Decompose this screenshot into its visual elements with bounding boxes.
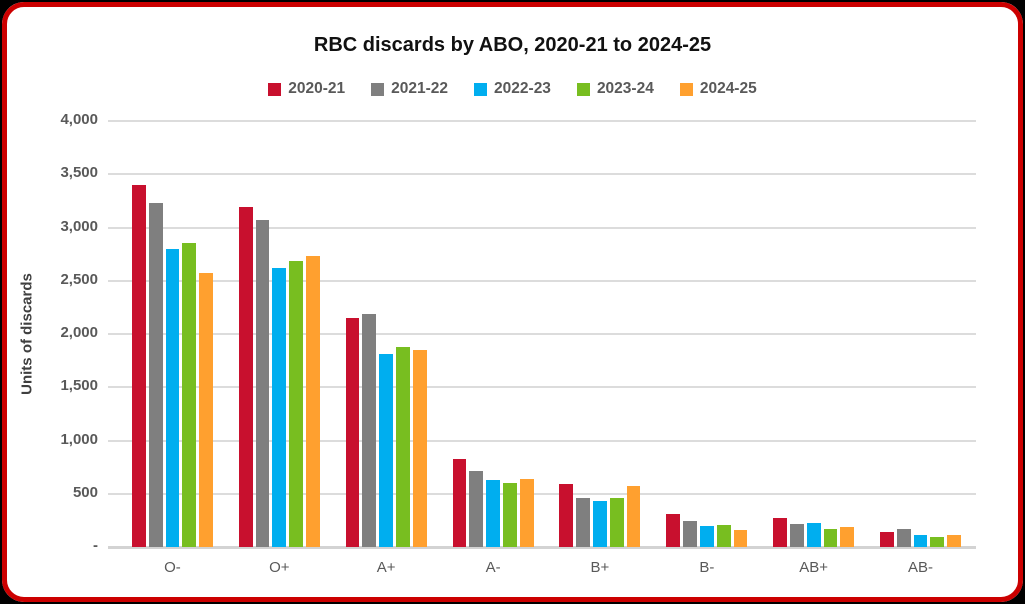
gridline-2500	[108, 279, 976, 282]
bar-group-A+	[333, 121, 440, 547]
bar-2022-23-O+	[272, 267, 287, 547]
bar-2023-24-AB+	[823, 528, 838, 547]
bar-group-O+	[226, 121, 333, 547]
bar-2024-25-O-	[199, 273, 213, 547]
bar-group-AB-	[867, 121, 974, 547]
bar-2024-25-B-	[733, 529, 748, 547]
gridline-3000	[108, 226, 976, 229]
bar-2024-25-B+	[626, 486, 641, 547]
bar-2021-22-AB+	[789, 524, 804, 547]
bar-2020-21-A-	[452, 458, 467, 547]
bar-2021-22-O+	[255, 220, 270, 547]
y-tick-label-2500: 2,500	[60, 270, 98, 288]
x-tick-label-O-: O-	[164, 559, 181, 576]
gridline-2000	[108, 333, 976, 335]
y-tick-label-3000: 3,000	[60, 217, 98, 235]
bar-2023-24-A-	[502, 482, 517, 547]
y-tick-label-1000: 1,000	[60, 430, 98, 448]
bar-2020-21-A+	[345, 318, 360, 547]
legend-item-2024-25: 2024-25	[679, 80, 757, 98]
bar-2022-23-AB-	[913, 535, 928, 547]
legend-item-2021-22: 2021-22	[371, 80, 448, 98]
x-tick-label-O+: O+	[269, 559, 290, 576]
legend-label: 2021-22	[391, 80, 449, 97]
x-tick-label-A-: A-	[485, 559, 501, 576]
bar-2023-24-B+	[609, 498, 624, 547]
y-tick-label-4000: 4,000	[60, 111, 98, 128]
legend-label: 2020-21	[288, 80, 346, 97]
legend-label: 2023-24	[596, 80, 654, 97]
bar-2020-21-AB-	[880, 532, 894, 547]
legend-swatch-icon	[679, 82, 693, 96]
y-tick-label-0: -	[93, 537, 98, 554]
legend-label: 2022-23	[494, 80, 551, 97]
legend-item-2022-23: 2022-23	[474, 80, 551, 98]
legend-swatch-icon	[268, 82, 282, 96]
bar-2020-21-O+	[238, 206, 253, 547]
legend-item-2020-21: 2020-21	[268, 80, 345, 98]
bar-2021-22-B-	[683, 521, 697, 547]
bar-2022-23-O-	[165, 248, 180, 547]
bar-2021-22-B+	[576, 498, 591, 547]
bar-2023-24-O+	[289, 260, 303, 547]
bar-2024-25-O+	[306, 256, 320, 547]
legend-swatch-icon	[371, 82, 385, 96]
chart-legend: 2020-21 2021-22 2022-23 2023-24 2024-25	[0, 80, 1025, 98]
bar-2023-24-A+	[396, 346, 410, 547]
bar-2024-25-AB-	[947, 534, 962, 547]
y-tick-label-3500: 3,500	[60, 164, 98, 182]
bar-2022-23-A+	[379, 354, 394, 547]
legend-label: 2024-25	[699, 80, 757, 97]
bar-2023-24-AB-	[930, 537, 945, 547]
gridline-500	[108, 492, 976, 495]
gridline-1000	[108, 439, 976, 442]
bar-2022-23-B+	[593, 501, 607, 547]
bar-2021-22-A+	[362, 314, 377, 547]
x-tick-label-AB-: AB-	[908, 559, 934, 576]
bar-2021-22-O-	[148, 203, 163, 547]
bar-2022-23-A-	[486, 479, 500, 547]
y-tick-label-2000: 2,000	[60, 324, 98, 341]
y-tick-label-1500: 1,500	[60, 377, 98, 395]
x-axis-line	[108, 546, 976, 549]
bar-2024-25-A-	[519, 479, 534, 547]
bar-2022-23-AB+	[806, 522, 821, 547]
chart-title: RBC discards by ABO, 2020-21 to 2024-25	[313, 34, 712, 56]
bar-group-O-	[119, 121, 226, 547]
bar-2024-25-AB+	[840, 526, 855, 547]
bar-2020-21-B-	[666, 514, 681, 547]
bar-2021-22-A-	[469, 471, 484, 547]
gridline-3500	[108, 173, 976, 176]
x-tick-label-AB+: AB+	[799, 559, 829, 576]
gridline-1500	[108, 386, 976, 389]
bar-group-B+	[547, 121, 654, 547]
bar-2020-21-O-	[131, 184, 146, 547]
x-tick-label-A+: A+	[376, 559, 396, 576]
x-tick-label-B+: B+	[590, 559, 610, 576]
bars-layer	[119, 121, 974, 547]
y-tick-label-500: 500	[72, 483, 98, 501]
legend-swatch-icon	[474, 82, 488, 96]
x-tick-label-B-: B-	[699, 559, 715, 576]
bar-2020-21-B+	[559, 484, 574, 547]
bar-2023-24-O-	[182, 242, 197, 547]
bar-2020-21-AB+	[773, 518, 787, 547]
legend-swatch-icon	[576, 82, 590, 96]
bar-group-AB+	[760, 121, 867, 547]
bar-group-B-	[653, 121, 760, 547]
bar-2022-23-B-	[699, 525, 714, 547]
legend-item-2023-24: 2023-24	[576, 80, 654, 98]
bar-group-A-	[440, 121, 547, 547]
bar-2024-25-A+	[412, 349, 427, 547]
gridline-4000	[108, 120, 976, 122]
bar-2021-22-AB-	[896, 528, 911, 547]
bar-2023-24-B-	[716, 524, 731, 547]
